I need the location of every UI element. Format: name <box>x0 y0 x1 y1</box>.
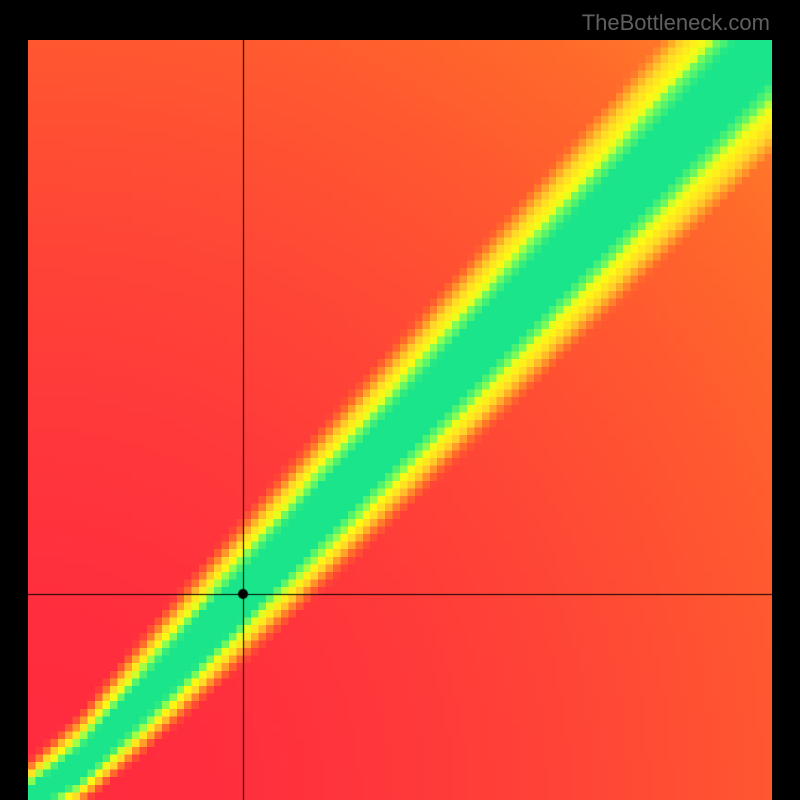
chart-container: TheBottleneck.com <box>0 0 800 800</box>
crosshair-overlay <box>28 40 772 800</box>
watermark-text: TheBottleneck.com <box>582 10 770 36</box>
